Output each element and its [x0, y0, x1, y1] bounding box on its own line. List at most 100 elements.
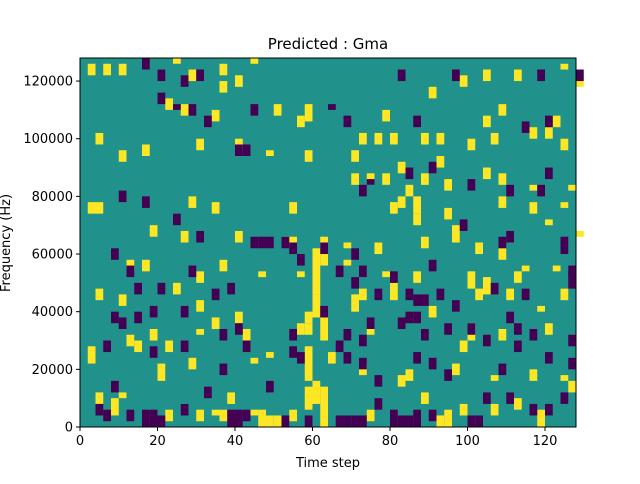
heatmap-cell-high [235, 311, 243, 324]
heatmap-cell-high [180, 104, 189, 116]
heatmap-cell-low [498, 363, 507, 376]
heatmap-cell-high [545, 127, 553, 139]
heatmap-cell-high [196, 271, 204, 283]
heatmap-cell-high [483, 69, 491, 82]
heatmap-cell-low [266, 380, 274, 393]
heatmap-cell-low [537, 69, 545, 82]
heatmap-cell-high [266, 415, 274, 427]
heatmap-cell-low [397, 415, 406, 427]
heatmap-cell-high [568, 380, 576, 393]
heatmap-cell-high [250, 409, 259, 416]
heatmap-cell-high [219, 81, 228, 93]
heatmap-cell-high [552, 115, 561, 128]
heatmap-cell-high [382, 271, 390, 278]
heatmap-cell-high [242, 328, 251, 341]
heatmap-cell-low [242, 144, 251, 157]
heatmap-cell-low [134, 282, 142, 295]
plot-frame [79, 57, 577, 428]
heatmap-cell-low [227, 282, 235, 295]
heatmap-cell-high [87, 346, 96, 364]
heatmap-cell-high [320, 386, 328, 427]
heatmap-cell-low [374, 288, 383, 301]
heatmap-cell-high [149, 225, 158, 237]
heatmap-cell-low [173, 104, 181, 110]
heatmap-cell-high [366, 173, 375, 185]
heatmap-cell-low [545, 352, 553, 364]
x-tick-label: 100 [455, 434, 480, 449]
heatmap-cell-high [537, 409, 545, 427]
heatmap-cell-high [413, 271, 421, 283]
heatmap-cell-low [173, 213, 181, 226]
y-tick-label: 20000 [32, 363, 73, 378]
heatmap-cell-low [227, 409, 235, 427]
heatmap-cell-low [235, 144, 243, 157]
heatmap-cell-high [498, 173, 507, 185]
heatmap-cell-high [545, 219, 553, 226]
heatmap-cell-low [157, 415, 166, 427]
heatmap-cell-low [320, 305, 328, 318]
heatmap-cell-low [343, 352, 352, 364]
heatmap-cell-low [196, 230, 204, 243]
heatmap-cell-high [405, 369, 414, 381]
heatmap-cell-high [219, 63, 228, 76]
heatmap-cell-low [103, 340, 111, 353]
heatmap-cell-low [397, 317, 406, 329]
heatmap-cell-low [521, 121, 530, 133]
heatmap-cell-low [514, 323, 522, 335]
heatmap-cell-high [165, 98, 173, 110]
heatmap-cell-high [320, 317, 328, 341]
heatmap-cell-high [576, 75, 584, 87]
heatmap-cell-low [359, 415, 367, 427]
heatmap-cell-high [397, 375, 406, 387]
heatmap-cell-high [304, 323, 313, 335]
heatmap-cell-low [521, 288, 530, 301]
heatmap-cell-low [405, 415, 414, 427]
heatmap-cell-high [126, 334, 135, 347]
heatmap-cell-low [235, 409, 243, 427]
heatmap-cell-high [397, 196, 406, 208]
heatmap-cell-low [126, 409, 135, 422]
x-tick-label: 80 [382, 434, 399, 449]
heatmap-cell-low [219, 328, 228, 341]
heatmap-cell-low [467, 415, 476, 427]
heatmap-cell-high [490, 132, 499, 145]
heatmap-cell-high [258, 271, 266, 278]
heatmap-cell-high [436, 132, 445, 145]
heatmap-cell-high [118, 63, 127, 76]
heatmap-cell-high [413, 196, 421, 214]
heatmap-cell-high [196, 409, 204, 422]
heatmap-cell-low [297, 254, 305, 266]
heatmap-cell-high [188, 196, 197, 208]
heatmap-cell-high [188, 357, 197, 370]
heatmap-cell-high [560, 138, 569, 151]
heatmap-cell-high [490, 375, 499, 381]
heatmap-cell-low [235, 323, 243, 335]
heatmap-cell-low [111, 311, 119, 324]
heatmap-cell-low [142, 409, 150, 427]
heatmap-cell-high [366, 409, 375, 422]
heatmap-cell-low [498, 236, 507, 249]
heatmap-cell-high [459, 340, 468, 353]
heatmap-cell-high [304, 346, 313, 381]
heatmap-cell-low [475, 415, 483, 427]
heatmap-cell-low [281, 415, 290, 427]
heatmap-cell-high [374, 132, 383, 145]
heatmap-cell-high [359, 288, 367, 301]
x-tick-label: 0 [76, 434, 84, 449]
heatmap-cell-low [219, 363, 228, 376]
y-tick-label: 0 [65, 421, 73, 436]
heatmap-cell-low [266, 236, 274, 249]
heatmap-cell-high [289, 409, 297, 422]
heatmap-cell-low [343, 415, 352, 427]
heatmap-cell-high [289, 236, 297, 249]
heatmap-cell-low [320, 242, 328, 255]
heatmap-cell-low [343, 328, 352, 341]
heatmap-cell-low [413, 294, 421, 306]
heatmap-cell-high [196, 328, 204, 335]
heatmap-cell-high [235, 75, 243, 87]
heatmap-cell-low [413, 311, 421, 324]
y-tick-label: 60000 [32, 248, 73, 263]
heatmap-cell-low [390, 409, 398, 427]
heatmap-cell-low [545, 403, 553, 416]
heatmap-cell-low [568, 357, 576, 370]
